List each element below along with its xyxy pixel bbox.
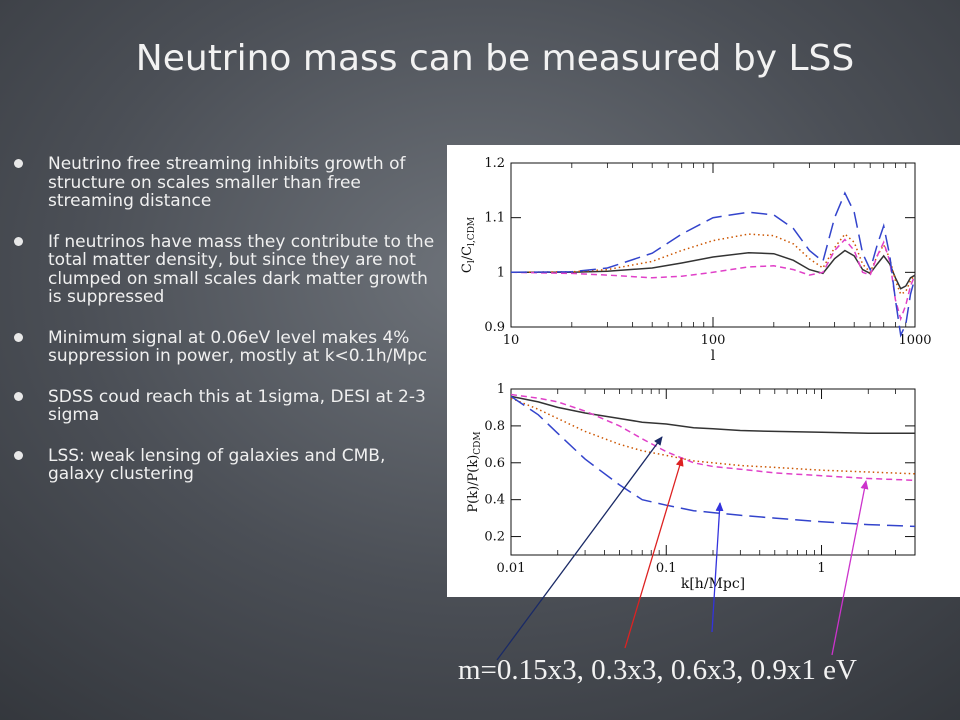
bullet-dot-icon <box>14 450 23 460</box>
bullet-dot-icon <box>14 236 23 246</box>
cl-x-tick-label: 1000 <box>898 333 931 348</box>
bullet-item: Minimum signal at 0.06eV level makes 4% … <box>14 327 439 366</box>
bullet-text: Neutrino free streaming inhibits growth … <box>48 154 406 211</box>
cl-ratio-chart: 10 100 1000 0.9 1 1.1 1.2 l Cl/Cl,CDM <box>460 156 932 364</box>
pk-x-tick-label: 0.01 <box>497 561 526 576</box>
cl-x-tick-label: 100 <box>701 333 726 348</box>
plot-panel: 10 100 1000 0.9 1 1.1 1.2 l Cl/Cl,CDM 0.01 0.1 1 0.… <box>447 145 960 597</box>
pk-y-tick-label: 0.6 <box>484 456 505 471</box>
bullet-text: Minimum signal at 0.06eV level makes 4% … <box>48 327 428 366</box>
pk-x-tick-label: 1 <box>817 561 825 576</box>
bullet-list: Neutrino free streaming inhibits growth … <box>14 155 439 506</box>
cl-y-tick-label: 0.9 <box>484 320 505 335</box>
slide-title: Neutrino mass can be measured by LSS <box>135 38 855 79</box>
pk-x-axis-label: k[h/Mpc] <box>681 576 745 592</box>
pk-y-tick-label: 0.2 <box>484 530 505 545</box>
cl-series-dotted <box>510 233 916 296</box>
cl-series-long-dash <box>510 191 916 338</box>
pk-ratio-chart: 0.01 0.1 1 0.2 0.4 0.6 0.8 1 k[h/Mpc] P(k)/P(k)CD… <box>466 382 916 592</box>
bullet-text: SDSS coud reach this at 1sigma, DESI at … <box>48 386 426 425</box>
pk-frame <box>510 388 916 556</box>
pk-y-axis-label: P(k)/P(k)CDM <box>466 431 483 512</box>
cl-x-tick-label: 10 <box>503 333 520 348</box>
pk-x-tick-label: 0.1 <box>656 561 677 576</box>
pk-y-tick-label: 0.8 <box>484 419 505 434</box>
bullet-text: If neutrinos have mass they contribute t… <box>48 231 435 307</box>
cl-y-tick-label: 1.2 <box>484 156 505 171</box>
cl-frame <box>510 162 916 328</box>
bullet-item: LSS: weak lensing of galaxies and CMB, g… <box>14 445 439 484</box>
pk-y-tick-label: 0.4 <box>484 493 505 508</box>
bullet-item: If neutrinos have mass they contribute t… <box>14 231 439 307</box>
pk-series-short-dash <box>510 393 916 482</box>
pk-y-tick-label: 1 <box>497 382 505 397</box>
cl-series-short-dash <box>510 238 916 322</box>
cl-x-axis-label: l <box>711 348 716 364</box>
bullet-dot-icon <box>14 332 23 342</box>
pk-series-long-dash <box>510 395 916 528</box>
cl-y-tick-label: 1.1 <box>484 211 505 226</box>
bullet-item: SDSS coud reach this at 1sigma, DESI at … <box>14 386 439 425</box>
mass-caption: m=0.15x3, 0.3x3, 0.6x3, 0.9x1 eV <box>458 654 857 686</box>
cl-y-tick-label: 1 <box>497 265 505 280</box>
bullet-item: Neutrino free streaming inhibits growth … <box>14 155 439 211</box>
cl-series-solid <box>511 249 916 290</box>
bullet-dot-icon <box>14 391 23 401</box>
bullet-text: LSS: weak lensing of galaxies and CMB, g… <box>48 445 386 484</box>
cl-y-axis-label: Cl/Cl,CDM <box>460 217 477 273</box>
pk-series-solid <box>510 395 915 435</box>
bullet-dot-icon <box>14 159 23 168</box>
